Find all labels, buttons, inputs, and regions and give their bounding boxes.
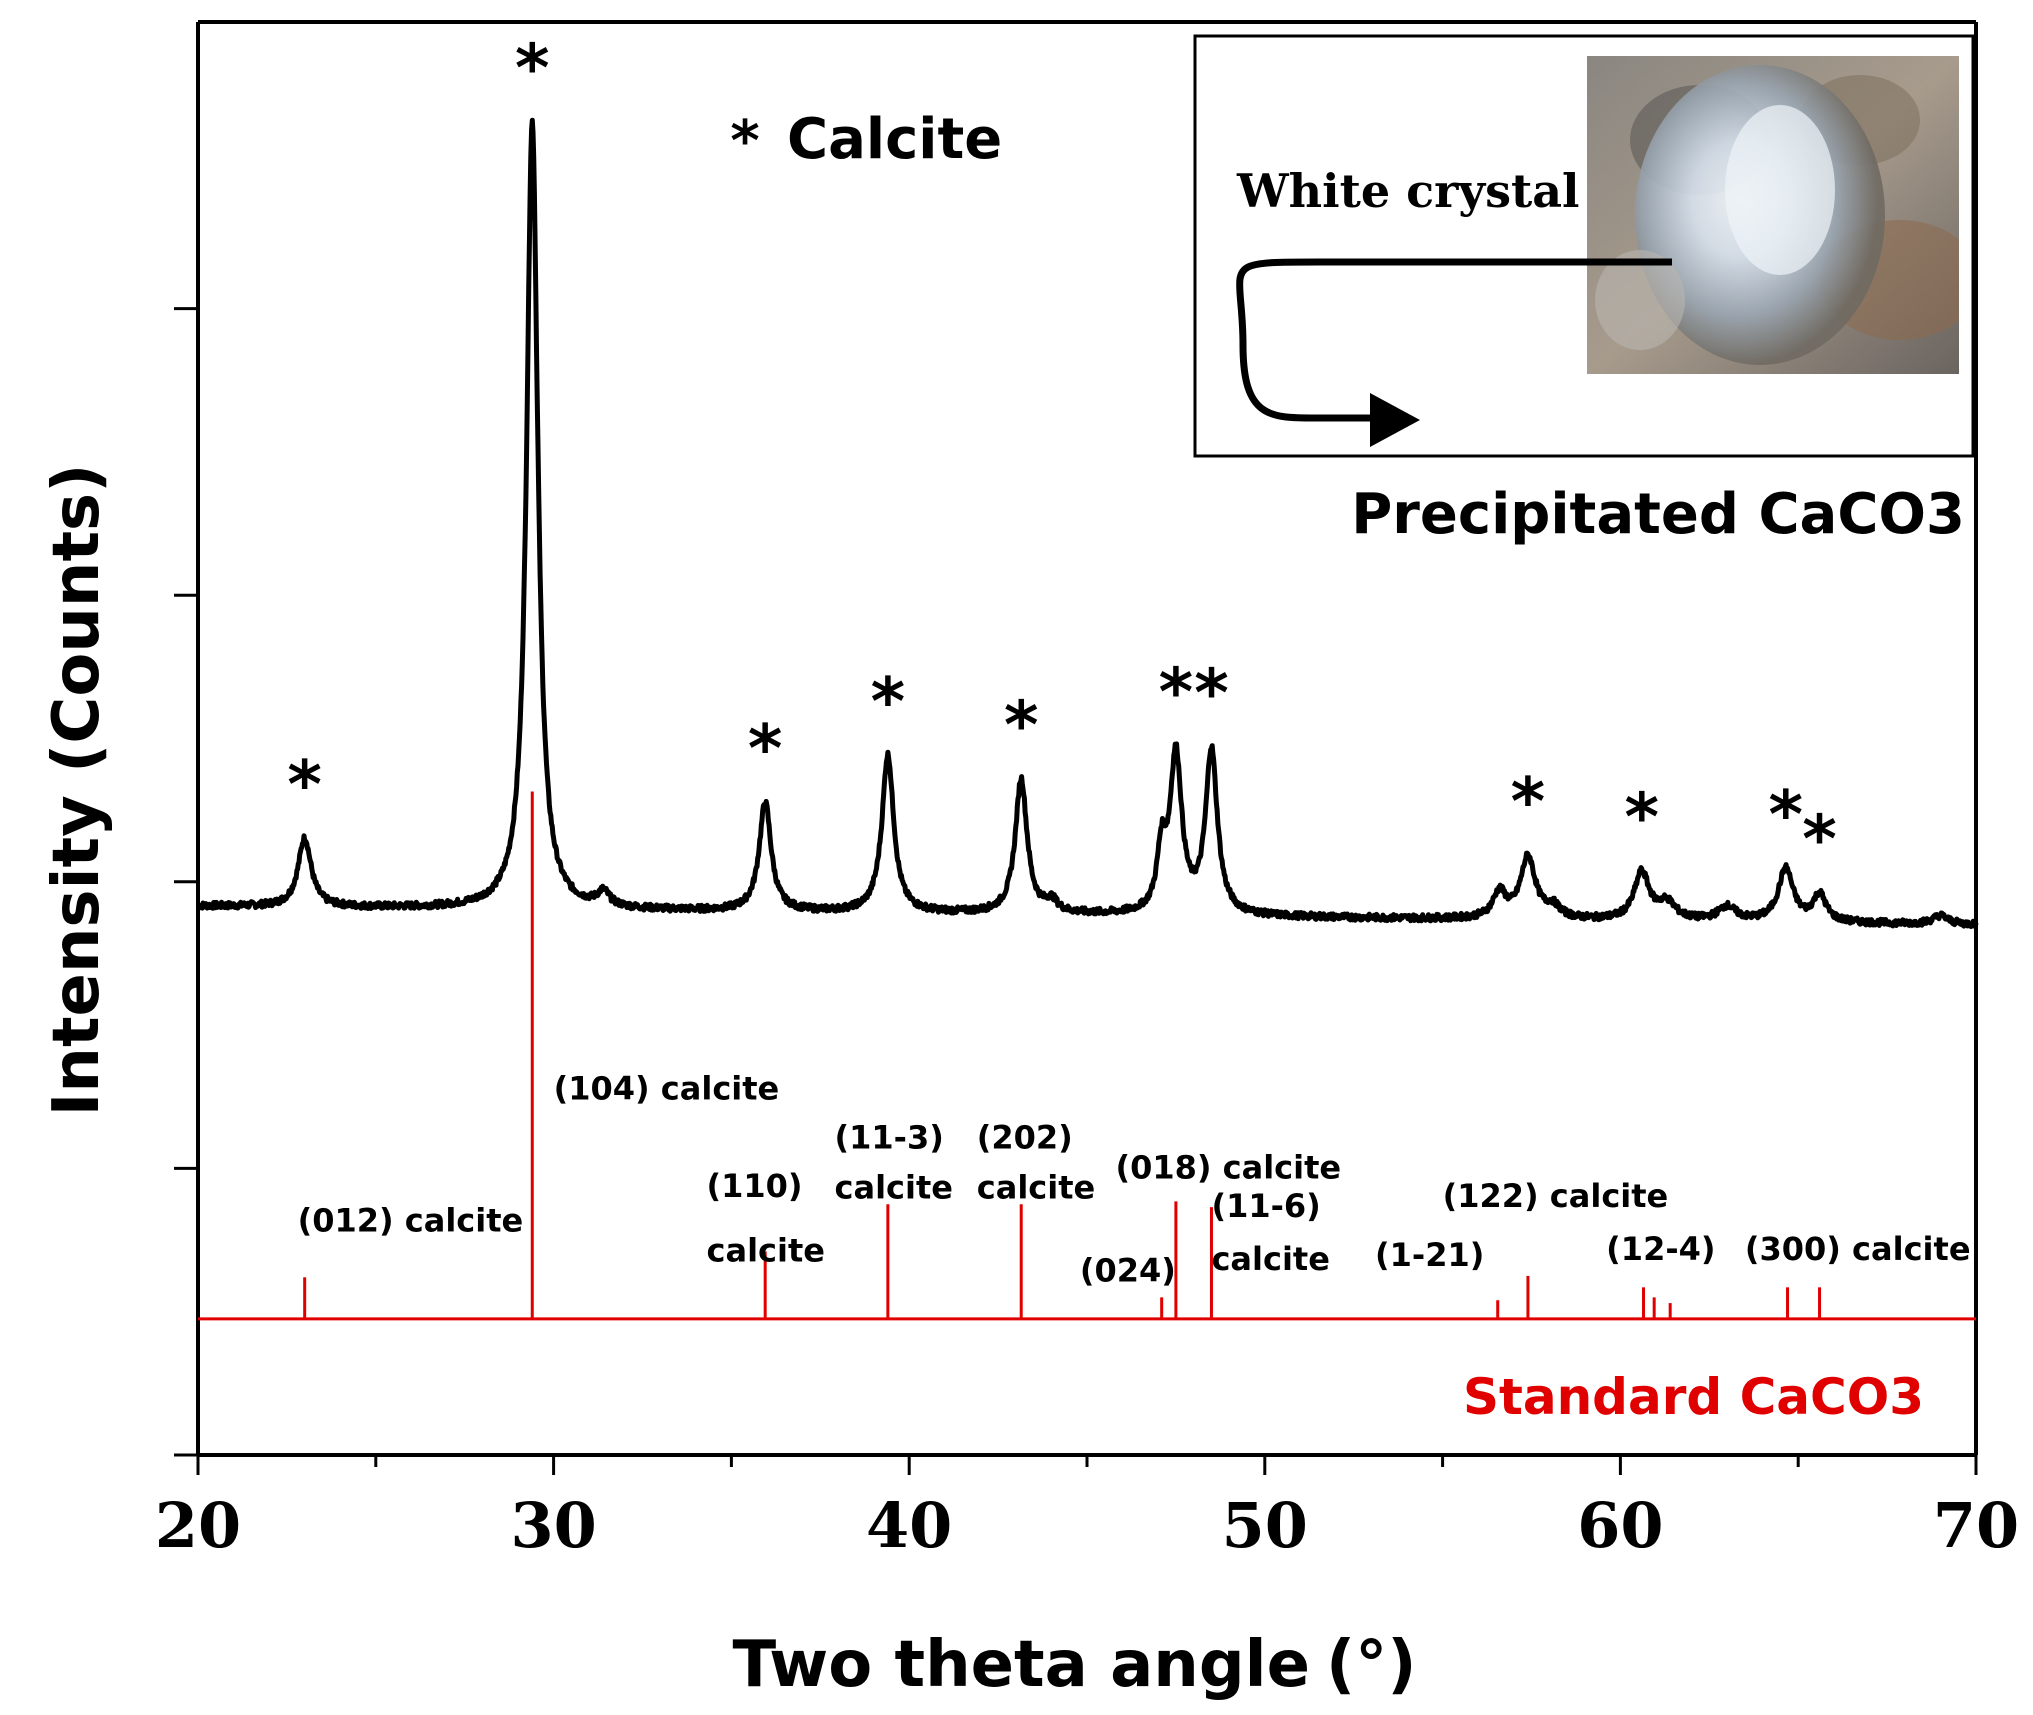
reflection-label: (104) calcite xyxy=(554,1070,780,1108)
x-tick-label: 40 xyxy=(866,1489,952,1562)
legend: * Calcite xyxy=(730,107,1002,174)
x-tick-label: 60 xyxy=(1577,1489,1663,1562)
reflection-labels: (012) calcite (104) calcite (110) calcite (1… xyxy=(298,1070,1971,1290)
calcite-star-marker: * xyxy=(1511,764,1546,841)
calcite-star-marker: * xyxy=(1624,779,1659,856)
reflection-label: calcite xyxy=(835,1168,953,1206)
star-markers: **** * * ** * * * xyxy=(287,30,1836,878)
reflection-label: (012) calcite xyxy=(298,1201,524,1239)
x-tick-label: 70 xyxy=(1933,1489,2019,1562)
inset-photo-panel: White crystal xyxy=(1193,34,1975,458)
x-ticks: 20 30 40 50 60 70 xyxy=(155,1455,2019,1562)
calcite-star-marker: * xyxy=(1159,654,1194,731)
reflection-label: (11-3) xyxy=(835,1118,944,1156)
calcite-star-marker: * xyxy=(1802,801,1837,878)
calcite-star-marker: * xyxy=(515,30,550,107)
legend-label: Calcite xyxy=(787,107,1002,172)
curved-arrow xyxy=(1236,258,1672,422)
inset-label: White crystal xyxy=(1236,164,1580,218)
reflection-label: (202) xyxy=(977,1118,1073,1156)
reflection-label: calcite xyxy=(1211,1240,1329,1278)
y-axis-title: Intensity (Counts) xyxy=(40,464,114,1117)
reflection-label: (300) calcite xyxy=(1745,1230,1971,1268)
calcite-star-marker: * xyxy=(1194,655,1229,732)
reflection-label: (12-4) xyxy=(1606,1230,1715,1268)
standard-pattern xyxy=(198,791,1976,1321)
reflection-label: (024) xyxy=(1080,1252,1176,1290)
x-tick-label: 30 xyxy=(510,1489,596,1562)
legend-symbol: * xyxy=(730,109,759,174)
calcite-star-marker: * xyxy=(871,663,906,740)
reflection-label: (018) calcite xyxy=(1115,1148,1341,1186)
reflection-label: (110) xyxy=(707,1167,803,1205)
crystal-photo xyxy=(1587,56,1959,374)
series-label-standard: Standard CaCO3 xyxy=(1463,1368,1924,1426)
reflection-label: (11-6) xyxy=(1211,1187,1320,1225)
calcite-star-marker: * xyxy=(287,747,322,824)
x-tick-label: 20 xyxy=(155,1489,241,1562)
calcite-star-marker: * xyxy=(1004,687,1039,764)
y-ticks xyxy=(174,307,198,1457)
reflection-label: (1-21) xyxy=(1375,1236,1484,1274)
reflection-label: calcite xyxy=(977,1168,1095,1206)
series-line-precipitated xyxy=(196,117,1979,930)
reflection-label: (122) calcite xyxy=(1443,1177,1669,1215)
calcite-star-marker: * xyxy=(748,711,783,788)
x-tick-label: 50 xyxy=(1222,1489,1308,1562)
x-axis-unit: (°) xyxy=(1326,1628,1417,1702)
calcite-star-marker: * xyxy=(1768,776,1803,853)
x-axis-title-group: Two theta angle (°) xyxy=(732,1628,1416,1702)
series-label-precipitated: Precipitated CaCO3 xyxy=(1351,482,1965,547)
reflection-label: calcite xyxy=(707,1232,825,1270)
arrow-head-icon xyxy=(1370,393,1420,447)
x-axis-title: Two theta angle xyxy=(732,1628,1310,1702)
